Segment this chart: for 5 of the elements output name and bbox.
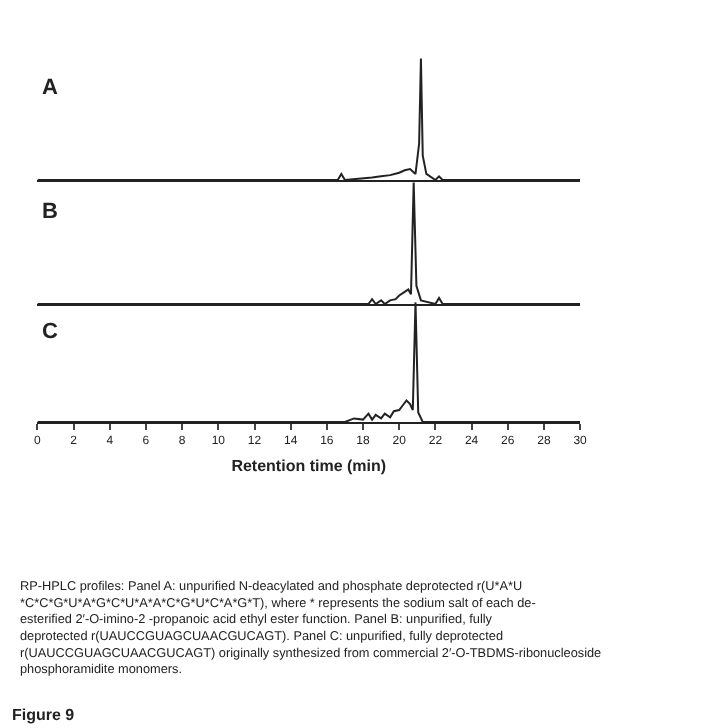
caption: Figure 9 [12, 706, 76, 724]
text: C [42, 320, 58, 344]
text: B [42, 200, 58, 224]
x-axis-title: Retention time (min) [231, 456, 387, 475]
text: A [42, 76, 58, 100]
